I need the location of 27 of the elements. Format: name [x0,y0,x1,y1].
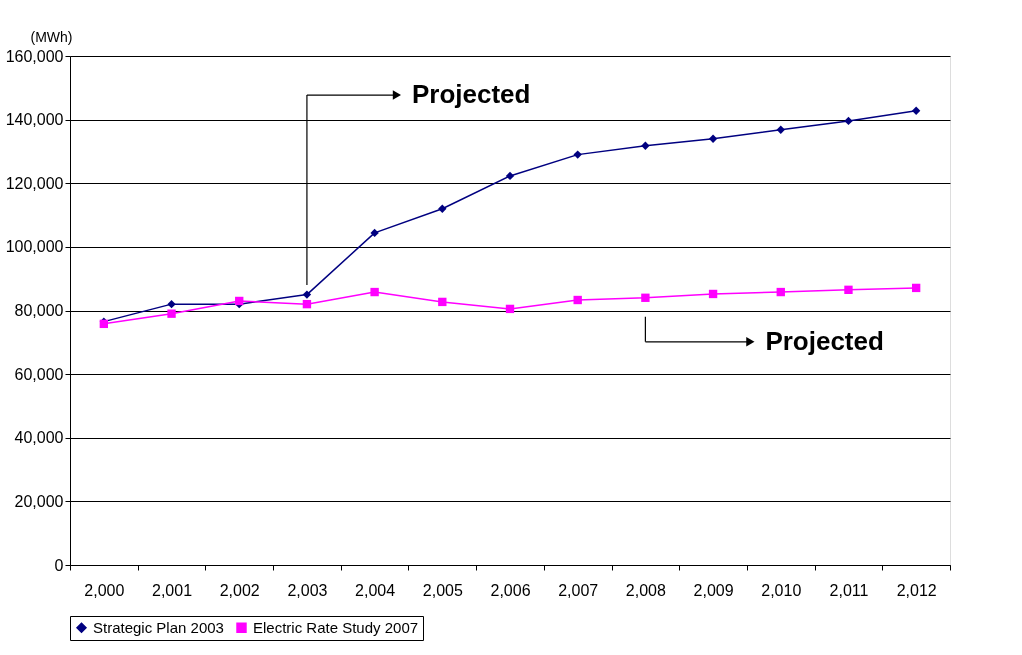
x-tick-label: 2,002 [219,581,260,599]
x-tick-label: 2,004 [355,581,396,599]
y-tick-label: 140,000 [5,111,64,129]
x-tick-label: 2,010 [761,581,802,599]
y-tick-label: 120,000 [5,174,64,192]
y-tick-label: 100,000 [5,238,64,256]
legend-label: Electric Rate Study 2007 [253,618,419,636]
y-tick-label: 80,000 [14,302,64,319]
x-tick-label: 2,000 [84,581,125,599]
x-tick-label: 2,008 [625,581,666,599]
x-tick-label: 2,001 [152,581,193,599]
x-tick-label: 2,011 [829,581,869,599]
x-tick-label: 2,005 [422,581,463,599]
annotation: Projected [411,79,531,110]
y-tick-label: 0 [54,556,64,574]
x-tick-label: 2,007 [558,581,599,599]
y-tick-label: 160,000 [5,47,64,65]
y-tick-label: 40,000 [14,429,64,447]
legend-label: Strategic Plan 2003 [93,618,224,636]
x-tick-label: 2,009 [693,581,734,599]
x-tick-label: 2,006 [490,581,531,599]
annotation: Projected [765,325,884,356]
y-axis-title: (MWh) [30,28,73,45]
x-tick-label: 2,003 [287,581,328,599]
y-tick-label: 60,000 [14,365,64,383]
y-tick-label: 20,000 [14,492,64,510]
x-tick-label: 2,012 [896,581,937,599]
